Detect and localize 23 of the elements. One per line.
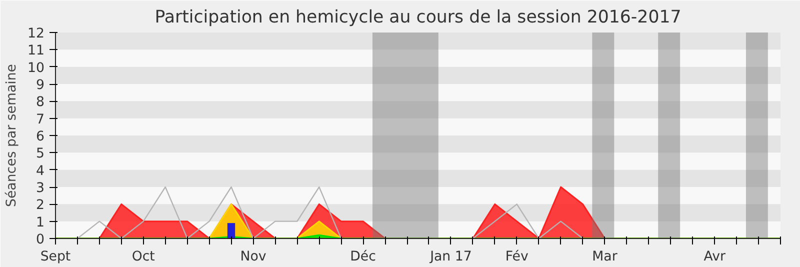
y-tick-label: 0 [36, 232, 45, 248]
y-tick-label: 1 [36, 215, 45, 230]
x-tick-label: Jan 17 [429, 250, 472, 264]
y-tick-label: 6 [36, 130, 45, 144]
x-tick-label: Fév [505, 250, 528, 264]
y-tick-label: 10 [28, 60, 45, 76]
chart-title: Participation en hemicycle au cours de la session 2016-2017 [154, 8, 682, 28]
x-tick-label: Nov [240, 250, 266, 264]
y-tick-label: 11 [28, 44, 45, 59]
x-tick-label: Avr [704, 250, 726, 264]
x-tick-label: Déc [350, 250, 376, 264]
y-tick-label: 9 [36, 78, 45, 93]
y-tick-label: 7 [36, 112, 45, 128]
y-tick-label: 12 [28, 26, 45, 42]
x-tick-label: Oct [132, 250, 155, 264]
x-tick-label: Mar [592, 250, 618, 264]
y-tick-label: 4 [36, 164, 45, 179]
y-tick-label: 3 [36, 181, 45, 196]
x-tick-label: Sept [40, 250, 71, 264]
y-tick-label: 8 [36, 95, 45, 110]
y-tick-label: 2 [36, 198, 45, 214]
y-axis-title: Séances par semaine [4, 64, 20, 207]
y-tick-label: 5 [36, 146, 45, 162]
